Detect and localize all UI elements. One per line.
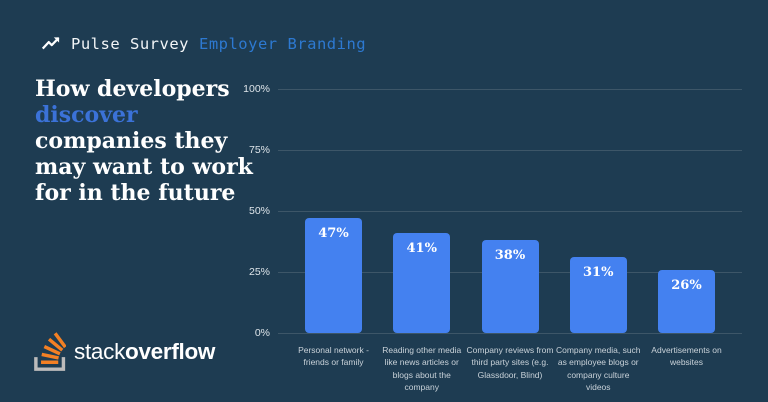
bar-slot: 26% [643, 269, 730, 333]
title-line: How developers [35, 76, 230, 102]
bar-26%: 26% [658, 269, 715, 333]
wordmark-overflow: overflow [125, 338, 216, 364]
bar-value-label: 47% [318, 226, 349, 242]
y-tick-label: 25% [248, 266, 270, 278]
wordmark-stack: stack [74, 338, 126, 364]
y-tick-label: 75% [248, 144, 270, 156]
title-line: may want to work [35, 154, 253, 180]
bar-slot: 31% [555, 257, 642, 333]
trending-up-icon [41, 37, 60, 50]
survey-topic-label: Employer Branding [198, 35, 367, 53]
bars-row: 47% 41% 38% 31% 26% [278, 89, 742, 333]
category-label: Company media, such as employee blogs or… [555, 345, 641, 392]
title-line-highlight: discover [35, 102, 138, 128]
bar-slot: 47% [290, 218, 377, 333]
bar-slot: 38% [467, 240, 554, 333]
title-line: for in the future [35, 180, 236, 206]
bar-41%: 41% [393, 232, 451, 333]
bar-47%: 47% [305, 218, 362, 333]
stackoverflow-logo: stackoverflow [33, 331, 215, 372]
bar-value-label: 41% [406, 240, 437, 256]
bar-slot: 41% [378, 232, 465, 333]
x-axis-category-labels: Personal network - friends or family Read… [278, 344, 742, 393]
stackoverflow-logo-icon [34, 332, 66, 371]
category-label: Advertisements on websites [651, 345, 722, 368]
y-tick-label: 100% [243, 83, 270, 95]
gridline-75% [278, 149, 742, 151]
gridline-100% [278, 88, 742, 90]
bar-chart: 0% 25% 50% 75% 100% 47% 41% 38% 31% 26% [243, 83, 742, 339]
category-label: Reading other media like news articles o… [382, 345, 462, 392]
header: Pulse Survey Employer Branding [41, 35, 366, 53]
category-label: Company reviews from third party sites (… [466, 345, 554, 380]
chart-title: How developers discover companies they m… [35, 76, 265, 206]
y-tick-label: 0% [254, 327, 270, 339]
title-line: companies they [35, 128, 228, 154]
bar-31%: 31% [569, 257, 627, 333]
y-tick-label: 50% [248, 205, 270, 217]
bar-value-label: 38% [494, 248, 526, 264]
gridline-50% [278, 210, 742, 212]
bar-value-label: 26% [671, 277, 702, 293]
stackoverflow-wordmark: stackoverflow [74, 339, 215, 365]
gridline-0% [278, 332, 742, 334]
survey-series-label: Pulse Survey [71, 35, 189, 53]
category-label: Personal network - friends or family [298, 345, 369, 368]
bar-38%: 38% [481, 240, 539, 333]
bar-value-label: 31% [583, 265, 614, 281]
